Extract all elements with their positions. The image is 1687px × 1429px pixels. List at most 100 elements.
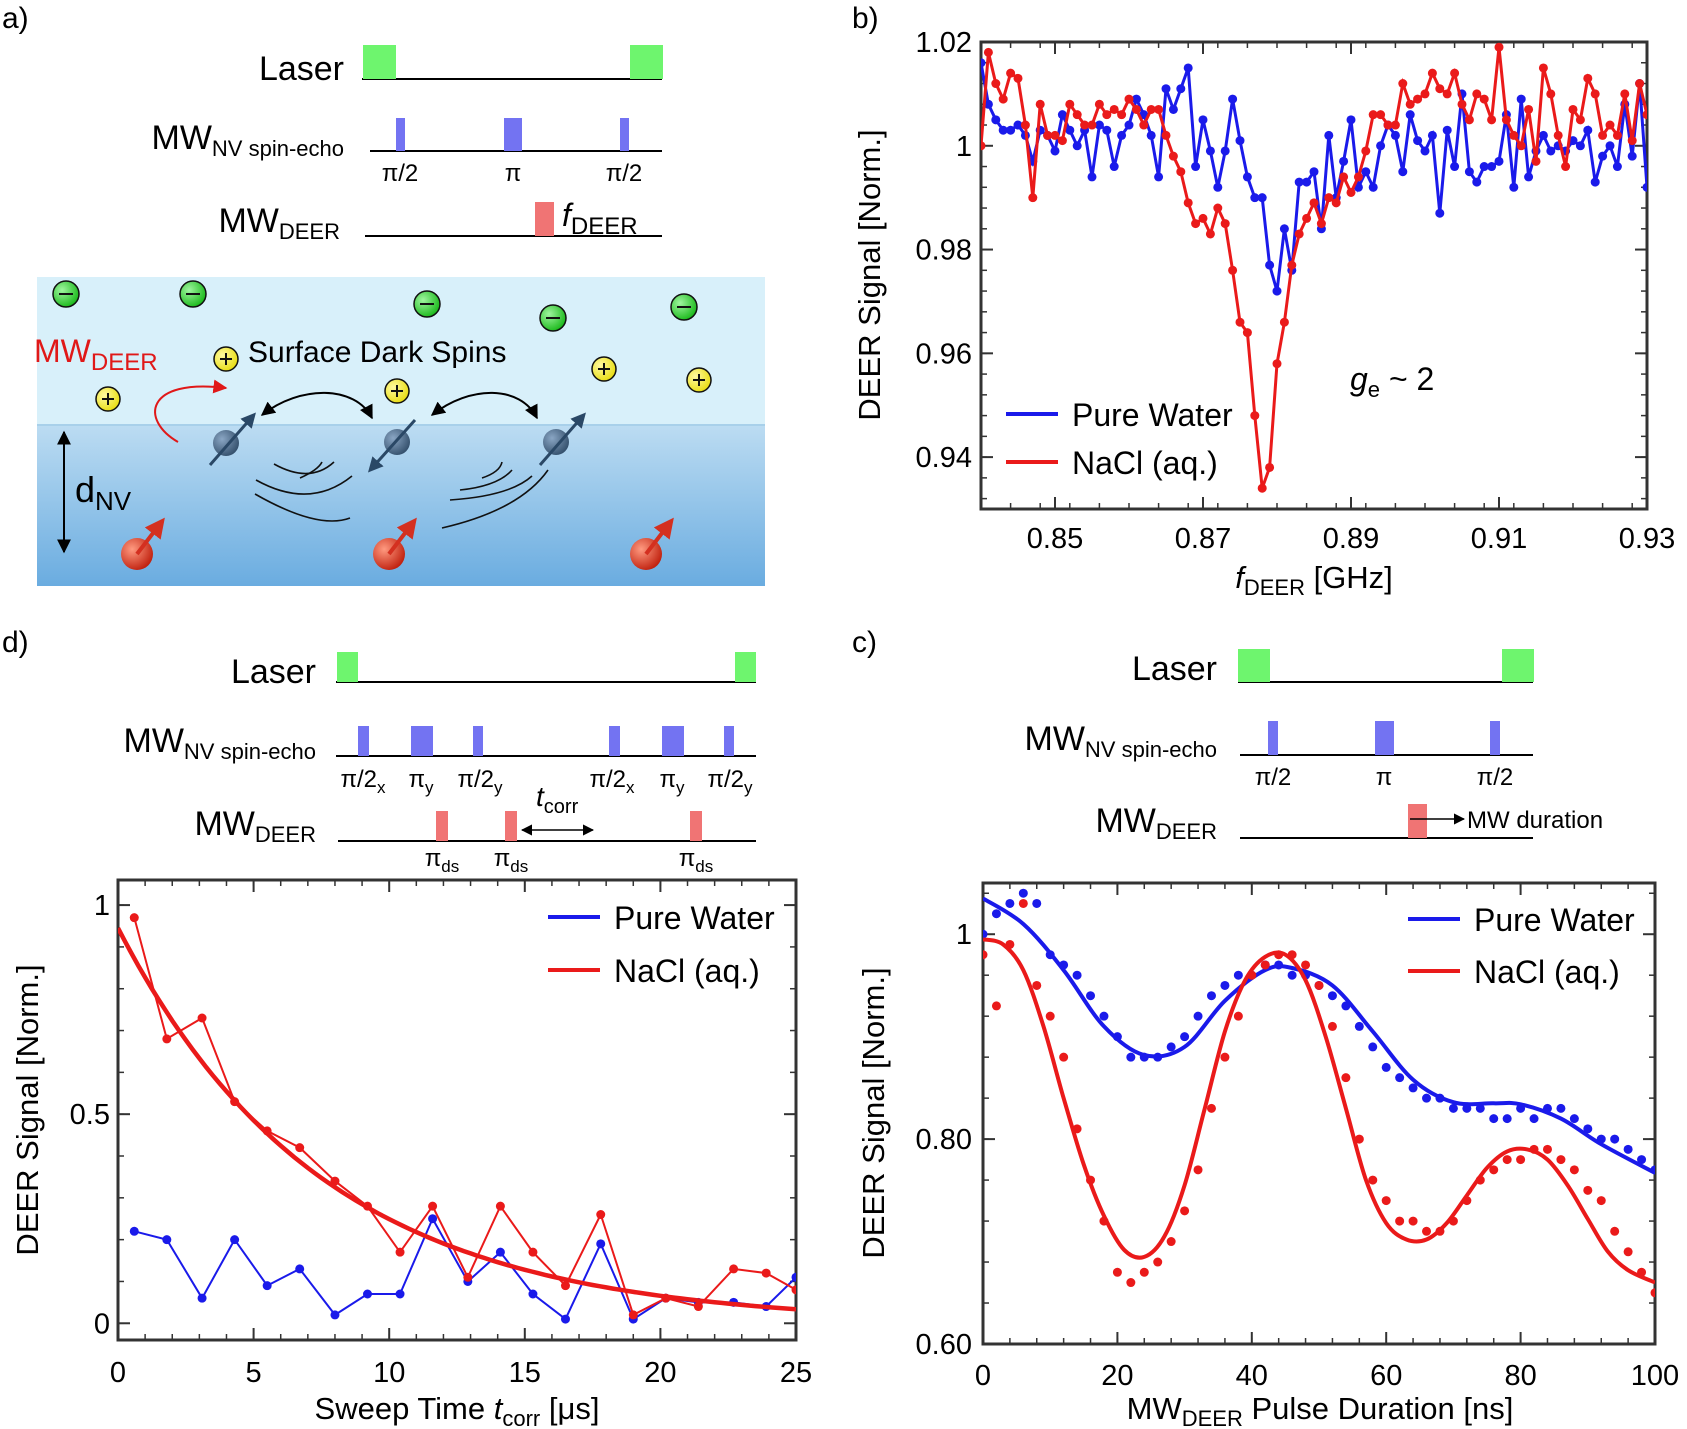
data-point bbox=[1220, 219, 1230, 229]
x-axis-title-part: Pulse Duration [ns] bbox=[1243, 1391, 1514, 1426]
x-axis-title-part: DEER bbox=[1244, 575, 1305, 600]
data-point bbox=[1139, 1267, 1149, 1277]
data-point bbox=[1422, 1226, 1432, 1236]
data-point bbox=[1109, 162, 1119, 172]
deer-pulse bbox=[690, 811, 702, 841]
data-point bbox=[1102, 125, 1112, 135]
data-point bbox=[1464, 115, 1474, 125]
data-point bbox=[1502, 1155, 1512, 1165]
dark-spin-icon bbox=[367, 418, 417, 473]
data-point bbox=[596, 1210, 606, 1220]
data-point bbox=[991, 1001, 1001, 1011]
data-point bbox=[1509, 182, 1519, 192]
data-point bbox=[1612, 162, 1622, 172]
tcorr-label: tcorr bbox=[536, 781, 579, 818]
fit-curve bbox=[983, 896, 1655, 1175]
nv-spin-icon bbox=[373, 517, 417, 570]
data-point bbox=[1265, 260, 1275, 270]
data-point bbox=[1314, 980, 1324, 990]
data-point bbox=[1556, 1103, 1566, 1113]
y-tick-label: 0.60 bbox=[916, 1329, 972, 1361]
data-point bbox=[463, 1272, 473, 1282]
plot-frame bbox=[981, 881, 1657, 1346]
coupling-arrow bbox=[430, 391, 538, 420]
data-point bbox=[428, 1214, 438, 1224]
data-point bbox=[1457, 99, 1467, 109]
panel-label-d: d) bbox=[2, 626, 29, 659]
data-point bbox=[1327, 991, 1337, 1001]
data-point bbox=[1538, 63, 1548, 73]
negative-ion-icon bbox=[413, 290, 441, 318]
data-point bbox=[1018, 898, 1028, 908]
data-point bbox=[1250, 411, 1260, 421]
data-point bbox=[1569, 1114, 1579, 1124]
data-point bbox=[991, 115, 1001, 125]
nv-pulse bbox=[411, 726, 433, 756]
data-point bbox=[1235, 317, 1245, 327]
negative-ion-icon bbox=[670, 293, 698, 321]
nv-pulse bbox=[396, 118, 405, 151]
data-point bbox=[1028, 193, 1038, 203]
data-point bbox=[981, 58, 986, 68]
coupling-arrow bbox=[260, 391, 373, 420]
data-point bbox=[1612, 130, 1622, 140]
data-point bbox=[1546, 89, 1556, 99]
chart-d: 0 5 10 15 20 25 0 0.5 1 DEER Signal [Norm.] Sweep … bbox=[10, 878, 812, 1429]
data-point bbox=[998, 94, 1008, 104]
data-point bbox=[1487, 115, 1497, 125]
data-point bbox=[1233, 970, 1243, 980]
data-point bbox=[1005, 898, 1015, 908]
data-point bbox=[428, 1201, 438, 1211]
data-point bbox=[560, 1281, 570, 1291]
data-point bbox=[1013, 120, 1023, 130]
data-point bbox=[1094, 99, 1104, 109]
data-point bbox=[1368, 182, 1378, 192]
chart-c: 0 20 40 60 80 100 0.60 0.80 1 DEER Signal [Norm.]… bbox=[856, 881, 1679, 1429]
y-tick-label: 0.96 bbox=[916, 338, 972, 370]
dark-spin-icon bbox=[208, 412, 256, 466]
nv-spin-icon bbox=[121, 517, 165, 570]
data-point bbox=[983, 99, 993, 109]
panel-label-c: c) bbox=[852, 626, 877, 659]
data-point bbox=[1637, 1155, 1647, 1165]
data-point bbox=[1102, 110, 1112, 120]
nv-pulse bbox=[1375, 721, 1394, 755]
data-point bbox=[495, 1201, 505, 1211]
data-point bbox=[1220, 1052, 1230, 1062]
data-point bbox=[1475, 1103, 1485, 1113]
data-point bbox=[1450, 68, 1460, 78]
y-tick-label: 0.94 bbox=[916, 442, 972, 474]
data-point bbox=[1448, 1103, 1458, 1113]
y-tick-label: 0.80 bbox=[916, 1124, 972, 1156]
data-point bbox=[1213, 203, 1223, 213]
data-point bbox=[1354, 1021, 1364, 1031]
data-point bbox=[1146, 104, 1156, 114]
data-point bbox=[1610, 1134, 1620, 1144]
data-point bbox=[1605, 141, 1615, 151]
x-axis-title-part: MW bbox=[1127, 1391, 1183, 1426]
data-point bbox=[1180, 1032, 1190, 1042]
data-point bbox=[983, 929, 988, 939]
data-point bbox=[1020, 120, 1030, 130]
data-point bbox=[1233, 1011, 1243, 1021]
x-axis-title: MWDEER Pulse Duration [ns] bbox=[1127, 1391, 1514, 1429]
data-point bbox=[1176, 84, 1186, 94]
data-point bbox=[1405, 99, 1415, 109]
legend: Pure Water NaCl (aq.) bbox=[1006, 397, 1233, 481]
data-point bbox=[1346, 187, 1356, 197]
data-point bbox=[1080, 120, 1090, 130]
data-point bbox=[495, 1247, 505, 1257]
data-point bbox=[1057, 110, 1067, 120]
data-point bbox=[1605, 120, 1615, 130]
data-point bbox=[1598, 151, 1608, 161]
data-point bbox=[395, 1289, 405, 1299]
data-point bbox=[1408, 1216, 1418, 1226]
data-point bbox=[1524, 172, 1534, 182]
nv-pulse bbox=[620, 118, 629, 151]
chart-b: 0.85 0.87 0.89 0.91 0.93 0.94 0.96 0.98 1 1.02 DEE… bbox=[852, 27, 1675, 600]
data-point bbox=[1124, 120, 1134, 130]
series-layer bbox=[118, 913, 796, 1324]
data-point bbox=[1324, 130, 1334, 140]
data-point bbox=[1072, 110, 1082, 120]
data-point bbox=[1205, 229, 1215, 239]
